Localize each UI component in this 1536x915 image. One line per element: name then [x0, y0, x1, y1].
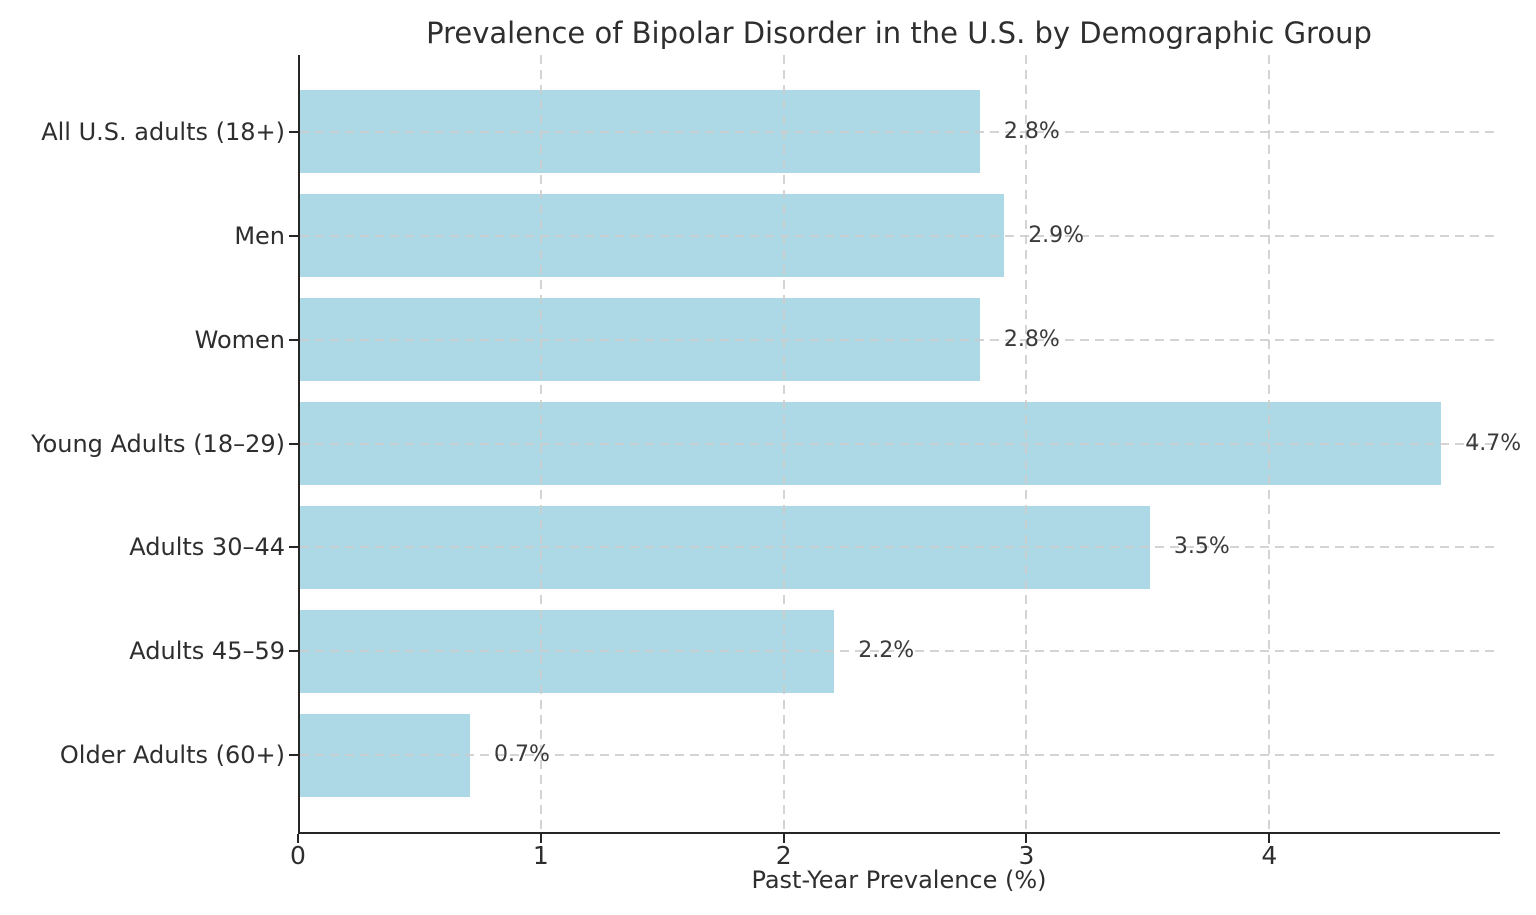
value-label: 3.5% [1173, 534, 1230, 560]
category-label: Older Adults (60+) [59, 741, 285, 770]
category-label: Adults 45–59 [129, 637, 285, 666]
value-label: 0.7% [493, 742, 550, 768]
value-label: 4.7% [1465, 430, 1522, 456]
category-label: All U.S. adults (18+) [41, 117, 285, 146]
x-tick-mark [297, 834, 299, 843]
value-label: 2.8% [1003, 118, 1060, 144]
gridline-horizontal [300, 130, 1500, 133]
chart-title: Prevalence of Bipolar Disorder in the U.… [426, 16, 1372, 50]
x-tick-label: 1 [532, 841, 549, 870]
y-tick-mark [289, 546, 298, 549]
gridline-horizontal [300, 442, 1500, 445]
x-tick-mark [1025, 834, 1028, 843]
gridline-horizontal [300, 338, 1500, 341]
x-tick-label: 4 [1261, 841, 1278, 870]
gridline-horizontal [300, 234, 1500, 237]
category-label: Young Adults (18–29) [31, 429, 285, 458]
y-tick-mark [289, 338, 298, 341]
category-label: Adults 30–44 [129, 533, 285, 562]
value-label: 2.2% [858, 638, 915, 664]
y-tick-mark [289, 442, 298, 445]
x-axis-spine [298, 832, 1500, 834]
gridline-horizontal [300, 650, 1500, 653]
gridline-horizontal [300, 754, 1500, 757]
x-tick-mark [539, 834, 542, 843]
y-axis-spine [298, 55, 300, 834]
x-tick-mark [782, 834, 785, 843]
plot-area: 0 1 2 3 4 All U.S. adults (18+) 2.8% Men 2.9% Wom… [31, 55, 1521, 870]
y-tick-mark [289, 130, 298, 133]
value-label: 2.9% [1028, 222, 1085, 248]
y-tick-mark [289, 650, 298, 653]
y-tick-mark [289, 234, 298, 237]
value-label: 2.8% [1003, 326, 1060, 352]
x-tick-label: 3 [1018, 841, 1035, 870]
x-tick-label: 2 [775, 841, 792, 870]
y-tick-mark [289, 754, 298, 757]
category-label: Men [234, 221, 285, 250]
x-tick-label: 0 [290, 841, 306, 870]
x-tick-mark [1268, 834, 1271, 843]
gridline-horizontal [300, 546, 1500, 549]
category-label: Women [194, 325, 285, 354]
x-axis-label: Past-Year Prevalence (%) [751, 866, 1047, 894]
